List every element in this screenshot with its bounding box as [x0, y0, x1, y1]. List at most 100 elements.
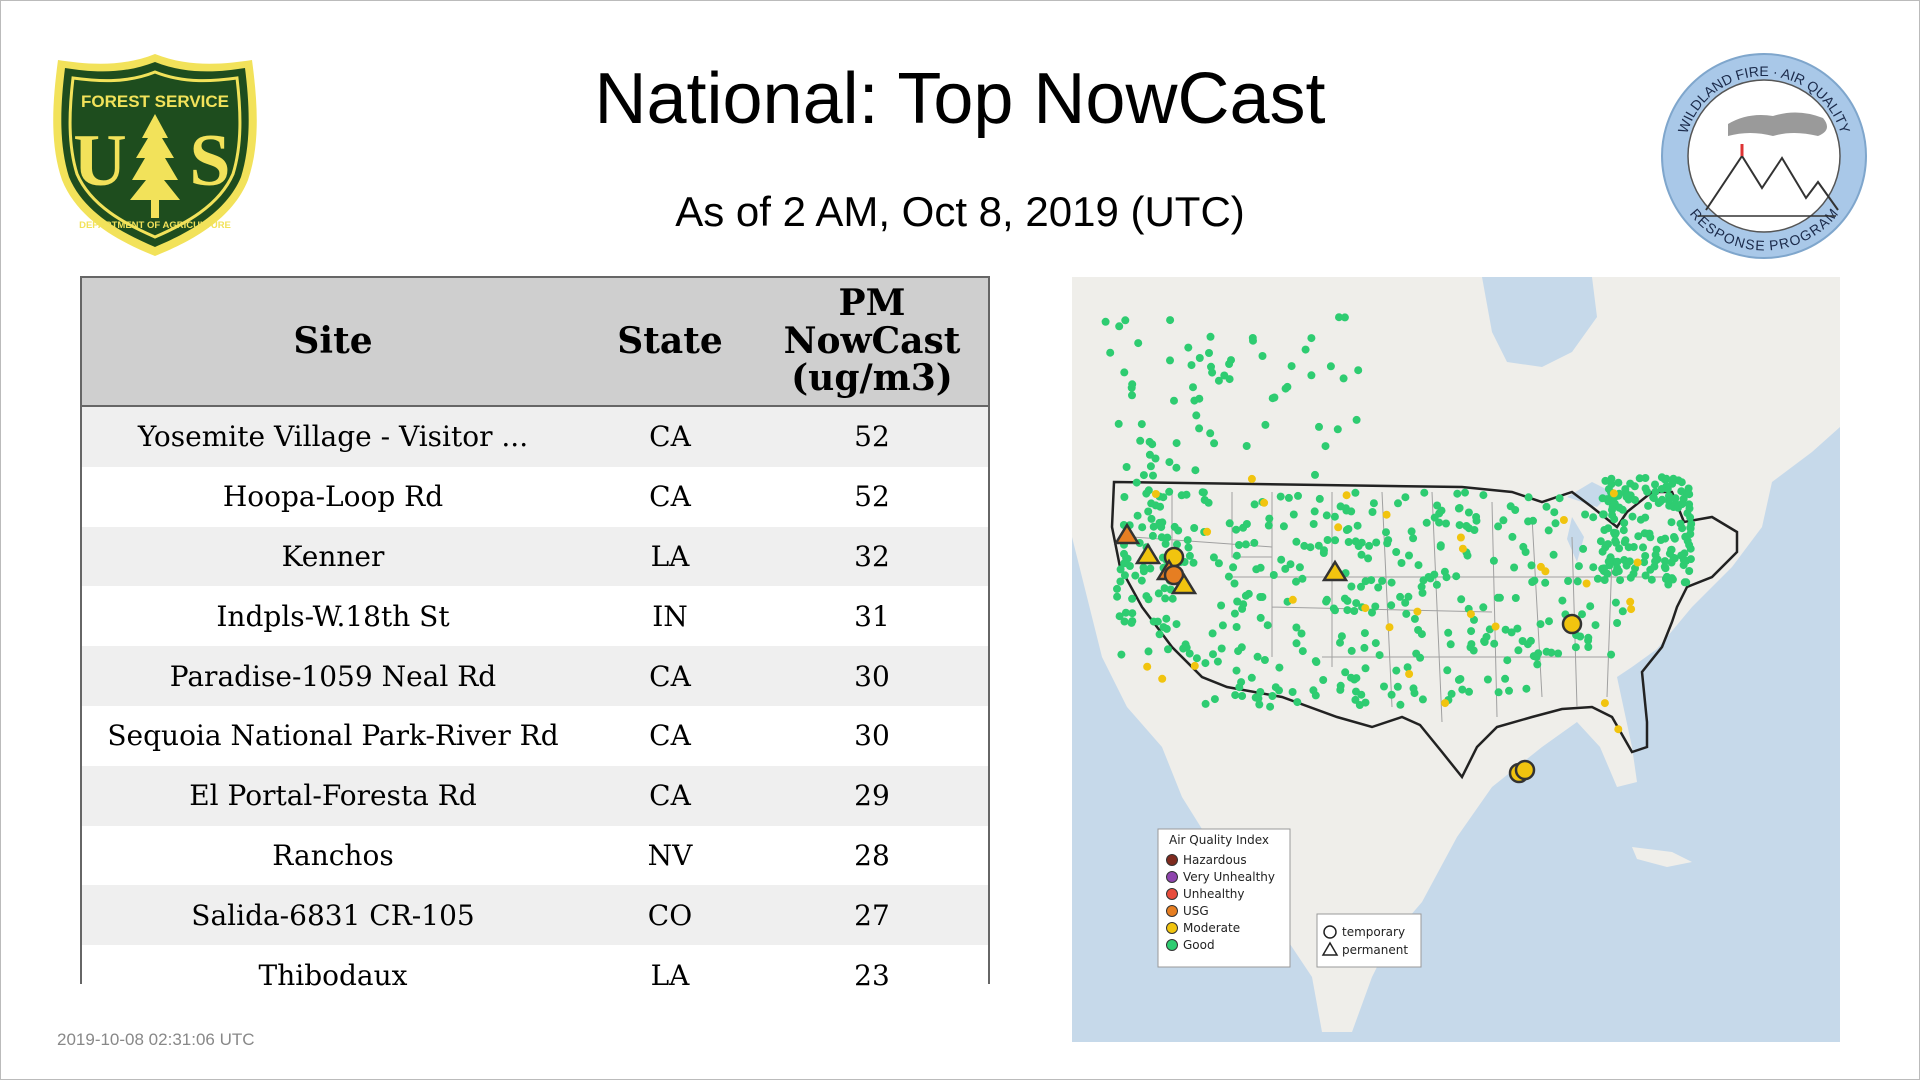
good-site-dot	[1382, 528, 1390, 537]
aqi-legend-swatch	[1166, 939, 1178, 951]
good-site-dot	[1622, 492, 1631, 501]
good-site-dot	[1596, 537, 1605, 546]
moderate-site-dot	[1190, 661, 1199, 670]
good-site-dot	[1571, 643, 1580, 652]
good-site-dot	[1165, 458, 1174, 467]
good-site-dot	[1256, 563, 1265, 572]
good-site-dot	[1115, 612, 1124, 621]
good-site-dot	[1185, 649, 1194, 658]
good-site-dot	[1547, 648, 1556, 657]
good-site-dot	[1436, 542, 1445, 551]
good-site-dot	[1294, 491, 1302, 500]
good-site-dot	[1224, 572, 1233, 581]
good-site-dot	[1192, 654, 1201, 663]
moderate-site-dot	[1609, 489, 1618, 498]
good-site-dot	[1101, 317, 1110, 326]
good-site-dot	[1120, 493, 1129, 501]
good-site-dot	[1518, 637, 1527, 645]
good-site-dot	[1664, 580, 1673, 589]
good-site-dot	[1524, 493, 1533, 502]
cell-site: Paradise-1059 Neal Rd	[169, 659, 497, 693]
cell-state: CA	[649, 420, 691, 454]
good-site-dot	[1209, 553, 1218, 562]
good-site-dot	[1217, 644, 1226, 653]
cell-value: 52	[854, 420, 890, 454]
good-site-dot	[1268, 692, 1277, 700]
good-site-dot	[1501, 674, 1510, 683]
good-site-dot	[1360, 643, 1369, 652]
good-site-dot	[1621, 536, 1630, 545]
good-site-dot	[1670, 533, 1678, 541]
aqi-legend-swatch	[1166, 905, 1178, 917]
good-site-dot	[1686, 530, 1695, 538]
good-site-dot	[1589, 513, 1598, 522]
good-site-dot	[1311, 657, 1320, 666]
good-site-dot	[1372, 538, 1381, 547]
good-site-dot	[1160, 584, 1169, 593]
good-site-dot	[1206, 429, 1215, 438]
good-site-dot	[1616, 576, 1625, 585]
good-site-dot	[1295, 563, 1304, 572]
good-site-dot	[1554, 649, 1563, 658]
good-site-dot	[1310, 507, 1319, 516]
good-site-dot	[1541, 578, 1550, 587]
good-site-dot	[1579, 544, 1588, 553]
good-site-dot	[1149, 617, 1158, 626]
good-site-dot	[1322, 511, 1331, 520]
header-pm-nowcast: PM NowCast (ug/m3)	[756, 278, 988, 407]
good-site-dot	[1292, 623, 1301, 632]
good-site-dot	[1115, 322, 1124, 331]
good-site-dot	[1599, 510, 1608, 519]
good-site-dot	[1238, 692, 1247, 700]
good-site-dot	[1442, 519, 1450, 528]
good-site-dot	[1336, 638, 1344, 647]
good-site-dot	[1401, 493, 1410, 502]
good-site-dot	[1371, 639, 1380, 648]
good-site-dot	[1470, 526, 1479, 534]
good-site-dot	[1369, 499, 1378, 508]
good-site-dot	[1235, 541, 1243, 549]
aqi-legend-swatch	[1166, 871, 1178, 883]
good-site-dot	[1200, 496, 1209, 504]
good-site-dot	[1205, 349, 1213, 357]
good-site-dot	[1418, 695, 1427, 704]
moderate-site-dot	[1466, 610, 1475, 619]
good-site-dot	[1640, 558, 1649, 567]
good-site-dot	[1396, 592, 1405, 601]
table-row: Sequoia National Park-River Rd CA 30	[82, 705, 988, 766]
good-site-dot	[1494, 688, 1503, 697]
good-site-dot	[1536, 620, 1545, 629]
table-row: Ranchos NV 28	[82, 825, 988, 886]
good-site-dot	[1367, 576, 1376, 585]
good-site-dot	[1261, 420, 1270, 429]
good-site-dot	[1121, 608, 1130, 617]
good-site-dot	[1253, 652, 1262, 661]
good-site-dot	[1335, 313, 1343, 322]
moderate-site-dot	[1151, 490, 1160, 498]
good-site-dot	[1279, 522, 1288, 531]
good-site-dot	[1229, 563, 1238, 572]
good-site-dot	[1266, 702, 1275, 711]
good-site-dot	[1214, 559, 1223, 568]
good-site-dot	[1603, 569, 1612, 578]
table-header-row: Site State PM NowCast (ug/m3)	[82, 278, 988, 407]
good-site-dot	[1347, 582, 1356, 591]
good-site-dot	[1128, 609, 1137, 618]
cell-site: Kenner	[281, 539, 385, 573]
good-site-dot	[1464, 508, 1473, 517]
good-site-dot	[1513, 624, 1522, 633]
cell-site: El Portal-Foresta Rd	[189, 779, 477, 813]
good-site-dot	[1284, 493, 1293, 502]
good-site-dot	[1256, 593, 1265, 601]
good-site-dot	[1396, 700, 1405, 709]
nowcast-table: Site State PM NowCast (ug/m3) Yosemite V…	[80, 276, 990, 1005]
good-site-dot	[1443, 666, 1452, 675]
aqi-legend-swatch	[1166, 922, 1178, 934]
good-site-dot	[1142, 592, 1151, 601]
good-site-dot	[1330, 512, 1339, 521]
good-site-dot	[1444, 628, 1453, 637]
moderate-site-dot	[1158, 674, 1167, 683]
good-site-dot	[1298, 574, 1307, 583]
good-site-dot	[1116, 577, 1125, 586]
good-site-dot	[1170, 396, 1178, 405]
